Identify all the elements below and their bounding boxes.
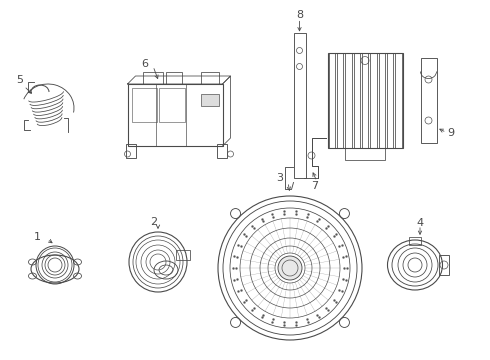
- Text: 2: 2: [150, 217, 158, 227]
- Text: 3: 3: [276, 173, 284, 183]
- Bar: [387, 53, 393, 148]
- Bar: [395, 53, 401, 148]
- Bar: [176, 250, 190, 260]
- Bar: [327, 53, 402, 148]
- Bar: [159, 88, 185, 122]
- Bar: [345, 53, 351, 148]
- Bar: [378, 53, 385, 148]
- Text: 1: 1: [33, 232, 41, 242]
- Bar: [345, 148, 385, 159]
- Text: 7: 7: [312, 180, 318, 190]
- Bar: [328, 53, 335, 148]
- Bar: [125, 144, 136, 158]
- Bar: [131, 88, 157, 122]
- Bar: [362, 53, 368, 148]
- Text: 6: 6: [142, 59, 148, 69]
- Bar: [294, 32, 305, 177]
- Text: 9: 9: [447, 127, 454, 138]
- Circle shape: [278, 256, 302, 280]
- Bar: [409, 237, 421, 245]
- Text: 5: 5: [17, 75, 24, 85]
- Bar: [217, 144, 226, 158]
- Bar: [200, 72, 219, 84]
- Bar: [439, 255, 449, 275]
- Bar: [143, 72, 163, 84]
- Text: 8: 8: [296, 9, 303, 19]
- Bar: [200, 94, 219, 106]
- Bar: [166, 72, 181, 84]
- Bar: [353, 53, 360, 148]
- Bar: [420, 58, 437, 143]
- Bar: [337, 53, 343, 148]
- Bar: [127, 84, 222, 146]
- Bar: [370, 53, 376, 148]
- Text: 4: 4: [416, 218, 423, 228]
